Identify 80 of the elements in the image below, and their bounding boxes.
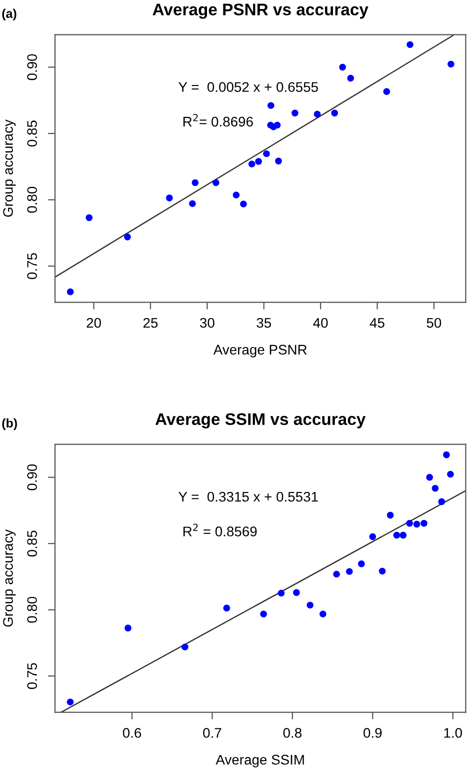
- point: [223, 604, 230, 612]
- x-tick-label: 35: [256, 318, 272, 328]
- point: [448, 60, 454, 68]
- point: [358, 560, 365, 568]
- point: [333, 570, 340, 578]
- point: [255, 158, 262, 165]
- point: [292, 110, 298, 116]
- point: [263, 150, 270, 158]
- point: [420, 520, 428, 527]
- x-axis-title: Average PSNR: [213, 344, 307, 358]
- y-tick-label: 0.80: [27, 596, 37, 623]
- x-tick-label: 30: [200, 318, 214, 328]
- point: [189, 200, 196, 208]
- chart-title: Average PSNR vs accuracy: [152, 4, 368, 19]
- point: [406, 41, 414, 48]
- point: [331, 110, 338, 116]
- point: [278, 590, 285, 596]
- point: [426, 474, 433, 481]
- point: [432, 484, 439, 492]
- annotation: Y = 0.0052 x + 0.6555: [178, 82, 318, 92]
- point: [293, 589, 300, 596]
- x-tick-label: 45: [370, 318, 384, 328]
- x-tick-label: 20: [86, 318, 101, 328]
- point: [248, 160, 256, 168]
- point: [378, 568, 386, 575]
- point: [240, 200, 247, 208]
- annotation: R$^{2}$= 0.8696: [183, 114, 253, 127]
- point: [346, 568, 353, 575]
- point: [400, 532, 407, 539]
- point: [386, 512, 394, 519]
- point: [347, 74, 354, 82]
- point: [192, 179, 199, 186]
- y-tick-label: 0.80: [27, 186, 37, 213]
- y-tick-label: 0.75: [27, 663, 37, 689]
- point: [339, 64, 346, 71]
- point: [413, 520, 420, 528]
- point: [212, 179, 220, 186]
- x-tick-label: 40: [313, 318, 328, 328]
- point: [443, 451, 450, 458]
- point: [124, 234, 131, 240]
- text: (a): [2, 8, 16, 20]
- y-tick-label: 0.85: [27, 120, 37, 146]
- point: [393, 532, 400, 539]
- y-tick-label: 0.85: [27, 530, 37, 557]
- point: [182, 644, 188, 650]
- point: [66, 698, 74, 706]
- y-tick-label: 0.90: [27, 464, 37, 490]
- point: [438, 498, 446, 506]
- x-tick-label: 25: [143, 318, 158, 328]
- point: [166, 194, 173, 202]
- point: [275, 158, 282, 164]
- point: [232, 192, 240, 198]
- x-tick-label: 50: [426, 318, 442, 328]
- point: [86, 214, 93, 222]
- annotation: R$^{2}$ = 0.8569: [183, 524, 257, 536]
- point: [314, 110, 321, 118]
- point: [447, 470, 454, 478]
- chart-title: Average SSIM vs accuracy: [155, 413, 366, 428]
- point: [383, 88, 390, 95]
- text: (b): [2, 418, 17, 430]
- x-tick-label: 0.7: [203, 728, 222, 738]
- point: [124, 624, 132, 632]
- x-tick-label: 0.9: [364, 728, 382, 738]
- point: [66, 288, 74, 296]
- point: [306, 602, 314, 609]
- point: [274, 122, 281, 129]
- point: [406, 520, 413, 527]
- point: [369, 533, 376, 540]
- y-axis-title: Group accuracy: [3, 529, 16, 627]
- x-tick-label: 1.0: [444, 728, 462, 738]
- point: [320, 610, 326, 618]
- x-tick-label: 0.6: [122, 728, 142, 738]
- y-tick-label: 0.90: [27, 54, 37, 80]
- y-tick-label: 0.75: [27, 253, 37, 280]
- x-tick-label: 0.8: [283, 728, 302, 738]
- y-axis-title: Group accuracy: [3, 119, 16, 217]
- point: [267, 102, 274, 109]
- point: [260, 610, 267, 618]
- annotation: Y = 0.3315 x + 0.5531: [178, 492, 318, 502]
- x-axis-title: Average SSIM: [216, 754, 304, 768]
